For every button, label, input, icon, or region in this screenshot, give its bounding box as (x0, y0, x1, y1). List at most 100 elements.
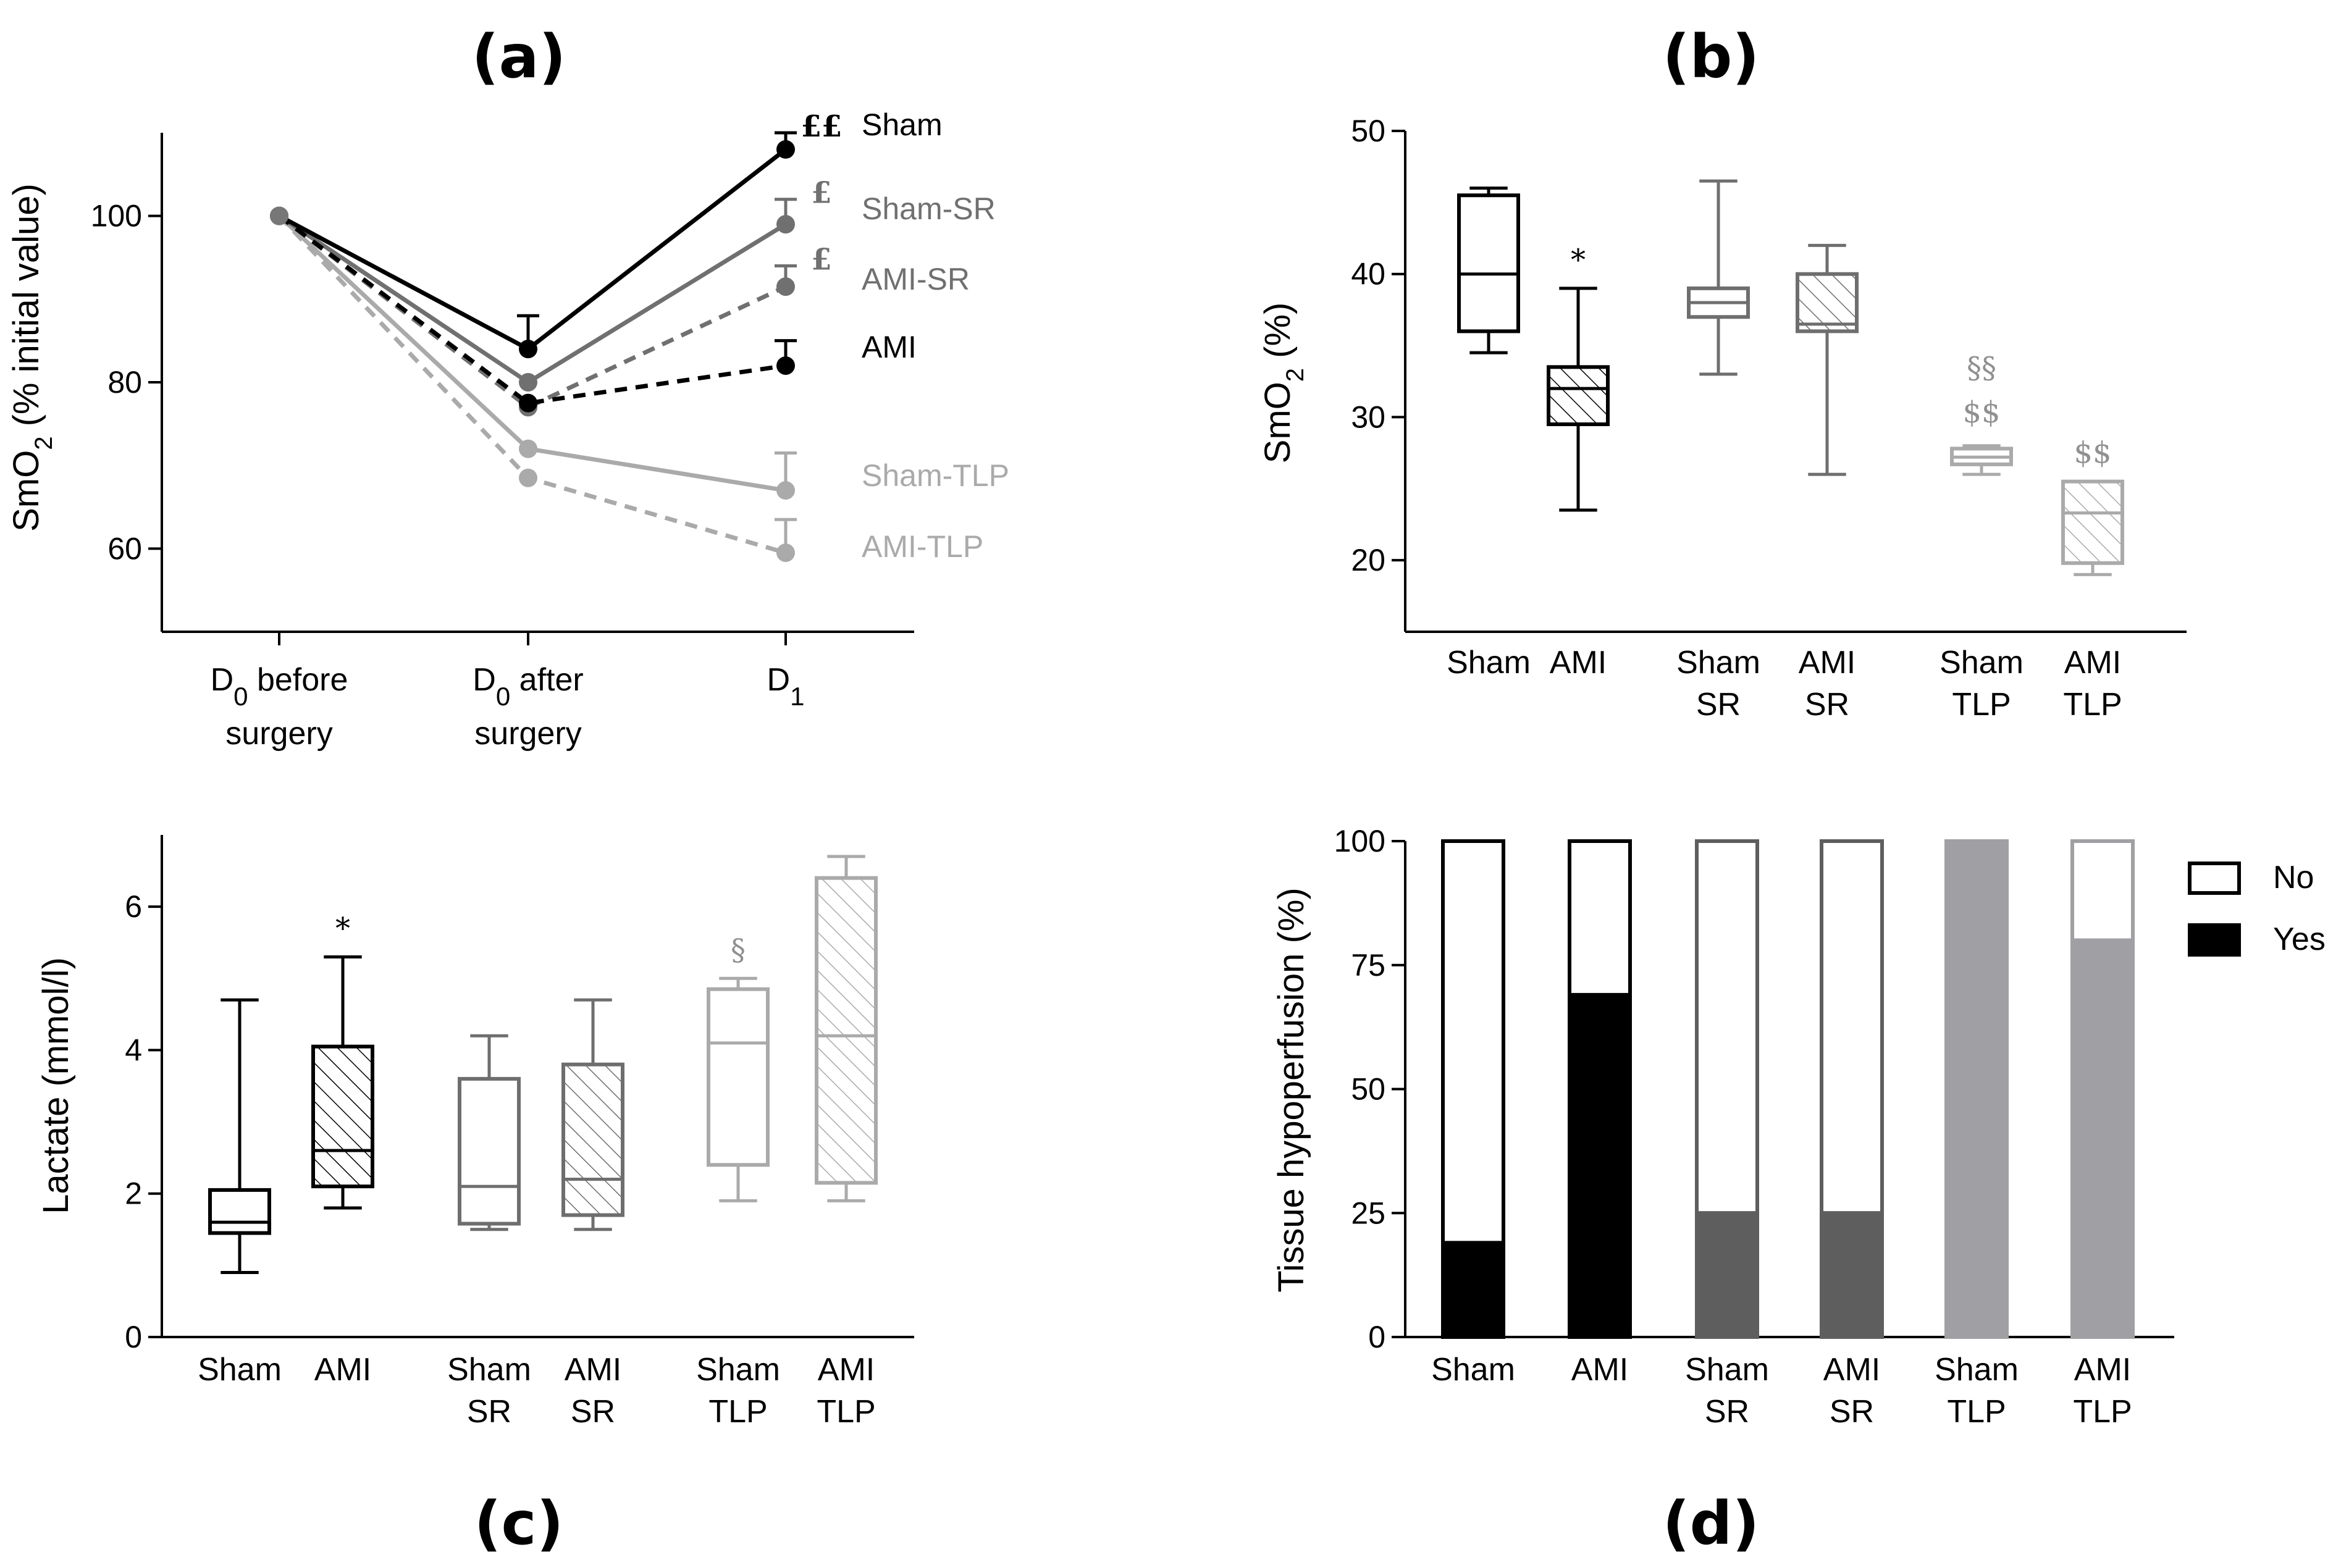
y-axis-label: SmO2 (%) (1258, 303, 1309, 464)
box (458, 1076, 521, 1226)
x-category-label: D1 (767, 662, 805, 711)
y-tick-label: 2 (125, 1176, 142, 1211)
y-axis-label: Tissue hypoperfusion (%) (1271, 887, 1311, 1292)
box (1457, 193, 1520, 333)
x-category-label: Sham (198, 1352, 282, 1388)
x-category-label: Sham (1431, 1352, 1515, 1388)
x-category-label: Sham (1447, 645, 1531, 681)
x-category-label: AMI (1823, 1352, 1880, 1388)
y-tick-label: 20 (1351, 543, 1385, 577)
box (208, 1188, 271, 1235)
x-category-label-line2: SR (1696, 687, 1741, 723)
data-point (776, 356, 795, 375)
data-point (519, 340, 537, 359)
bar-segment-no (2070, 839, 2135, 942)
legend-swatch (2188, 862, 2241, 895)
data-point (519, 468, 537, 487)
series-label: AMI-SR (862, 262, 970, 296)
x-category-label: AMI (1571, 1352, 1628, 1388)
data-point (270, 206, 288, 225)
x-category-label: AMI (2074, 1352, 2131, 1388)
x-category-label: Sham (1935, 1352, 2019, 1388)
box (561, 1062, 624, 1217)
x-category-label: Sham (447, 1352, 531, 1388)
significance-annotation: £ (811, 176, 831, 211)
x-category-label-line2: surgery (225, 716, 332, 752)
x-category-label-line2: SR (1830, 1394, 1874, 1430)
x-category-label: Sham (1940, 645, 2024, 681)
x-category-label: Sham (1676, 645, 1760, 681)
y-tick-label: 100 (91, 199, 142, 233)
x-category-label-line2: TLP (2063, 687, 2122, 723)
data-point (519, 373, 537, 392)
y-tick-label: 80 (107, 365, 142, 400)
data-point (519, 393, 537, 413)
data-point (776, 481, 795, 500)
significance-annotation: $$ (1962, 395, 2000, 430)
x-category-label-line2: TLP (817, 1394, 875, 1430)
data-point (776, 140, 795, 159)
x-category-label-line2: TLP (2073, 1394, 2132, 1430)
significance-annotation: * (335, 911, 350, 945)
y-axis-label: SmO2 (% initial value) (6, 183, 57, 532)
legend-label: No (2273, 860, 2314, 895)
panel-b-box-plot: (b) 20 30 40 50 Sham AMI * Sham SR AMI SR Sham TLP §§ $… (1258, 22, 2187, 723)
data-point (776, 543, 795, 563)
data-point (519, 439, 537, 458)
y-tick-label: 40 (1351, 257, 1385, 291)
significance-annotation: §§ (1967, 351, 1996, 385)
box (2061, 479, 2124, 565)
y-tick-label: 100 (1334, 824, 1385, 858)
legend-swatch (2188, 923, 2241, 957)
y-axis-label: Lactate (mmol/l) (36, 957, 76, 1214)
bar-segment-yes (1568, 992, 1632, 1340)
bar-segment-no (1820, 839, 1884, 1215)
bar-segment-yes (2070, 938, 2135, 1339)
bar-segment-yes (1820, 1211, 1884, 1339)
x-category-label: AMI (565, 1352, 621, 1388)
series-line-sham (278, 148, 788, 352)
panel-c-box-plot: 0 2 4 6 Sham AMI * Sham SR AMI SR Sham TLP § AMI TLP Lac… (36, 835, 914, 1558)
y-tick-label: 50 (1351, 1072, 1385, 1107)
x-category-label-line2: SR (1805, 687, 1849, 723)
y-tick-label: 0 (1368, 1320, 1385, 1354)
x-category-label: D0 after (473, 662, 583, 711)
legend-label: Yes (2273, 921, 2326, 957)
data-point (776, 215, 795, 234)
y-tick-label: 60 (107, 531, 142, 566)
bar-segment-no (1568, 839, 1632, 997)
y-tick-label: 4 (125, 1033, 142, 1067)
series-label: Sham-TLP (862, 458, 1009, 493)
x-category-label-line2: TLP (1952, 687, 2011, 723)
significance-annotation: £ (811, 242, 831, 277)
x-category-label: AMI (2064, 645, 2121, 681)
y-tick-label: 75 (1351, 948, 1385, 983)
significance-annotation: * (1571, 243, 1586, 277)
x-category-label-line2: SR (467, 1394, 511, 1430)
series-label: Sham-SR (862, 191, 996, 226)
box (707, 987, 770, 1167)
x-category-label-line2: SR (571, 1394, 615, 1430)
x-category-label: D0 before (211, 662, 348, 711)
series-label: Sham (862, 107, 943, 142)
x-category-label: AMI (818, 1352, 875, 1388)
panel-title: (b) (1663, 22, 1759, 91)
y-tick-label: 6 (125, 889, 142, 924)
series-label: AMI (862, 330, 917, 364)
bar-segment-no (1695, 839, 1759, 1215)
x-category-label-line2: TLP (1947, 1394, 2006, 1430)
box (1796, 272, 1859, 333)
x-category-label-line2: TLP (708, 1394, 767, 1430)
box (815, 876, 878, 1185)
panel-title: (d) (1663, 1489, 1759, 1558)
x-category-label: AMI (1799, 645, 1856, 681)
bar-segment-no (1441, 839, 1505, 1245)
data-point (776, 277, 795, 296)
box (311, 1044, 374, 1189)
panel-a-line-chart: (a) 60 80 100 D0 before surgery D0 after surger… (6, 22, 1009, 752)
series-line-ami (277, 214, 786, 406)
x-category-label: AMI (314, 1352, 371, 1388)
bar-segment-yes (1944, 839, 2009, 1339)
box (1547, 365, 1610, 427)
